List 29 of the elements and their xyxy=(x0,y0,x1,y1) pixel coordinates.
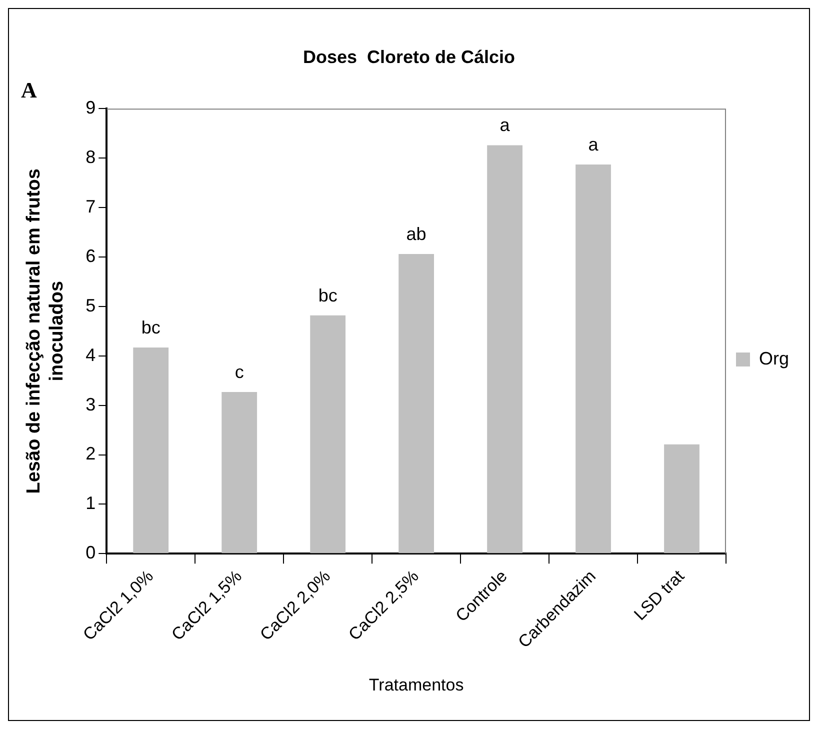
x-tick-label: LSD trat xyxy=(630,566,688,624)
bar xyxy=(664,444,700,554)
y-axis-title: Lesão de infecção natural em frutos inoculados xyxy=(24,168,68,494)
annotation: a xyxy=(500,115,511,136)
bar xyxy=(133,347,169,554)
y-tick-label: 6 xyxy=(86,246,96,266)
bar xyxy=(310,315,346,554)
legend-label: Org xyxy=(758,348,790,368)
bar xyxy=(222,392,258,554)
annotation: bc xyxy=(318,285,338,306)
y-tick-label: 4 xyxy=(86,344,96,365)
y-tick-label: 7 xyxy=(86,196,96,216)
y-tick-label: 3 xyxy=(86,394,96,414)
bar xyxy=(398,254,434,554)
y-tick-label: 5 xyxy=(86,295,96,316)
y-tick-label: 1 xyxy=(86,493,96,514)
annotation: a xyxy=(588,134,600,154)
y-tick-label: 0 xyxy=(86,542,96,563)
annotation: bc xyxy=(141,317,160,338)
text: A xyxy=(21,78,37,103)
bar xyxy=(487,145,522,554)
x-axis-title: Tratamentos xyxy=(368,675,464,694)
y-tick-label: 2 xyxy=(86,444,96,464)
chart-title: Doses Cloreto de Cálcio xyxy=(302,46,516,67)
bar xyxy=(576,164,611,554)
annotation: c xyxy=(234,362,244,382)
y-tick-label: 8 xyxy=(86,147,96,168)
annotation: ab xyxy=(406,224,426,244)
y-tick-label: 9 xyxy=(86,98,96,118)
